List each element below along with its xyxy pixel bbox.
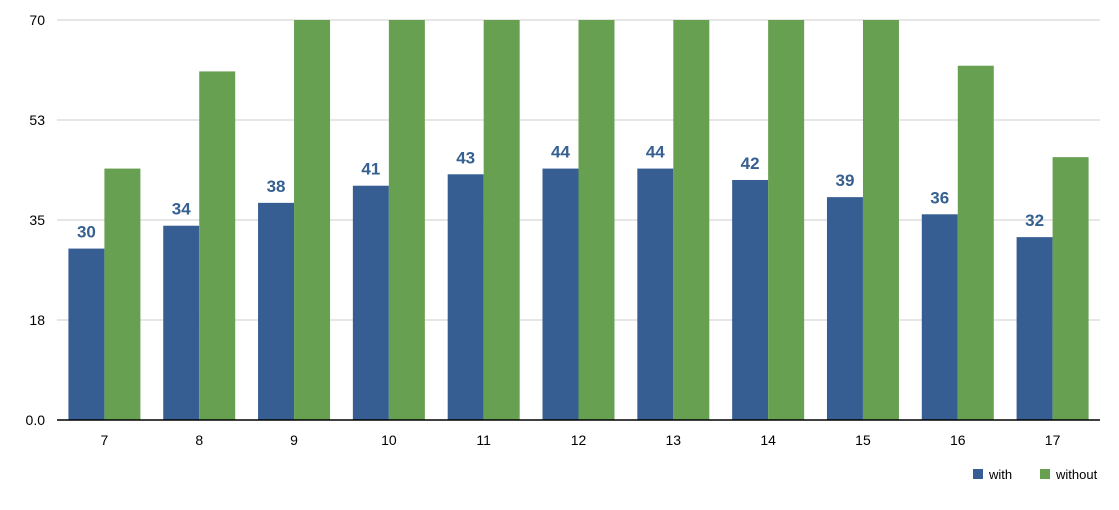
bar-without bbox=[199, 71, 236, 420]
data-label-with: 42 bbox=[741, 154, 760, 173]
bar-without bbox=[768, 20, 805, 420]
y-tick-label: 18 bbox=[29, 312, 45, 328]
bar-without bbox=[483, 20, 520, 420]
bar-without bbox=[1052, 157, 1089, 420]
x-tick-label: 12 bbox=[571, 432, 587, 448]
data-label-with: 30 bbox=[77, 223, 96, 242]
bar-without bbox=[957, 65, 994, 420]
bar-with bbox=[447, 174, 484, 420]
y-tick-label: 0.0 bbox=[26, 412, 46, 428]
data-label-with: 44 bbox=[646, 143, 665, 162]
legend-label-with: with bbox=[988, 467, 1012, 482]
y-tick-label: 53 bbox=[29, 112, 45, 128]
bar-with bbox=[921, 214, 958, 420]
bar-with bbox=[542, 168, 579, 420]
bar-without bbox=[578, 20, 615, 420]
bar-with bbox=[1016, 237, 1053, 420]
bar-without bbox=[673, 20, 710, 420]
bar-with bbox=[352, 185, 389, 420]
x-tick-label: 14 bbox=[760, 432, 776, 448]
data-label-with: 44 bbox=[551, 143, 570, 162]
bar-with bbox=[68, 248, 105, 420]
bar-without bbox=[388, 20, 425, 420]
data-label-with: 41 bbox=[361, 160, 380, 179]
data-label-with: 32 bbox=[1025, 211, 1044, 230]
data-label-with: 39 bbox=[835, 171, 854, 190]
data-label-with: 38 bbox=[267, 177, 286, 196]
x-tick-label: 13 bbox=[666, 432, 682, 448]
bar-with bbox=[826, 197, 863, 420]
x-tick-label: 9 bbox=[290, 432, 298, 448]
x-tick-label: 11 bbox=[476, 432, 491, 448]
axes: 0.0 18 35 53 70 7 8 9 10 11 12 13 14 15 16 17 bbox=[26, 12, 1100, 448]
bar-with bbox=[163, 225, 200, 420]
bars bbox=[68, 20, 1089, 420]
legend: with without bbox=[973, 467, 1098, 482]
bar-without bbox=[862, 20, 899, 420]
y-tick-label: 70 bbox=[29, 12, 45, 28]
legend-swatch-with bbox=[973, 469, 983, 479]
legend-label-without: without bbox=[1055, 467, 1098, 482]
bar-with bbox=[732, 180, 769, 420]
data-label-with: 34 bbox=[172, 200, 191, 219]
x-tick-label: 17 bbox=[1045, 432, 1061, 448]
x-tick-label: 7 bbox=[101, 432, 109, 448]
x-tick-label: 15 bbox=[855, 432, 871, 448]
bar-with bbox=[258, 202, 295, 420]
y-tick-label: 35 bbox=[29, 212, 45, 228]
data-label-with: 36 bbox=[930, 188, 949, 207]
data-labels: 30 34 38 41 43 44 44 42 39 36 32 bbox=[77, 143, 1044, 242]
legend-swatch-without bbox=[1040, 469, 1050, 479]
x-tick-label: 10 bbox=[381, 432, 397, 448]
data-label-with: 43 bbox=[456, 148, 475, 167]
x-tick-label: 8 bbox=[195, 432, 203, 448]
x-tick-label: 16 bbox=[950, 432, 966, 448]
bar-without bbox=[104, 168, 141, 420]
bar-without bbox=[294, 20, 331, 420]
bar-with bbox=[637, 168, 674, 420]
